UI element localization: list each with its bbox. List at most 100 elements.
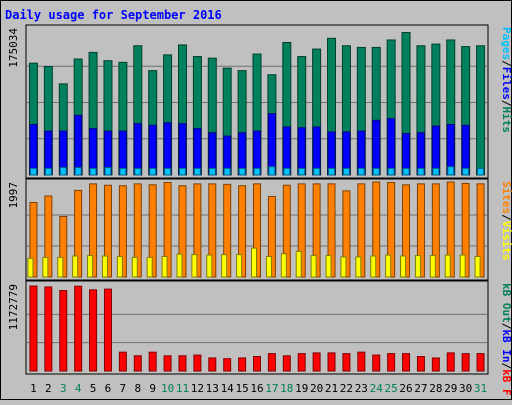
legend-item: kB F bbox=[500, 369, 512, 396]
bar bbox=[265, 256, 272, 278]
bar bbox=[163, 122, 172, 176]
legend-item: / bbox=[500, 323, 512, 330]
x-tick-label: 6 bbox=[105, 382, 112, 395]
bar bbox=[27, 257, 34, 278]
x-tick-label: 11 bbox=[176, 382, 189, 395]
x-tick-label: 17 bbox=[265, 382, 278, 395]
x-tick-label: 29 bbox=[444, 382, 457, 395]
bar bbox=[327, 352, 336, 372]
bar bbox=[74, 114, 83, 176]
x-tick-label: 16 bbox=[250, 382, 263, 395]
legend-item: Pages bbox=[500, 27, 512, 60]
panel-bottom: 1172779 kB Out/kB In/kB F bbox=[7, 280, 512, 396]
legend-item: Hits bbox=[500, 107, 512, 134]
bar bbox=[447, 166, 455, 176]
bar bbox=[402, 167, 410, 176]
bar bbox=[431, 125, 440, 176]
bar bbox=[253, 167, 261, 176]
bar bbox=[131, 256, 138, 278]
x-tick-label: 1 bbox=[30, 382, 37, 395]
bar bbox=[328, 167, 336, 176]
bar bbox=[208, 167, 216, 176]
legend-item: Sites bbox=[500, 181, 512, 214]
x-tick-label: 15 bbox=[235, 382, 248, 395]
x-tick-label: 28 bbox=[429, 382, 442, 395]
bar bbox=[385, 254, 392, 278]
bar bbox=[400, 255, 407, 278]
legend-item: kB Out bbox=[500, 283, 512, 323]
bar bbox=[193, 167, 201, 176]
bar bbox=[267, 353, 276, 372]
bar bbox=[133, 355, 142, 372]
bar bbox=[89, 167, 97, 176]
x-tick-label: 10 bbox=[161, 382, 174, 395]
bar bbox=[355, 256, 362, 278]
series-kb-f bbox=[29, 285, 485, 372]
series-visits bbox=[27, 247, 481, 278]
bar bbox=[282, 355, 291, 372]
bar bbox=[74, 167, 82, 176]
bar bbox=[118, 351, 127, 372]
bar bbox=[372, 167, 380, 176]
bar bbox=[238, 167, 246, 176]
bar bbox=[104, 167, 112, 176]
x-tick-label: 4 bbox=[75, 382, 82, 395]
bar bbox=[387, 353, 396, 372]
bar bbox=[416, 356, 425, 372]
bar bbox=[149, 167, 157, 176]
bar bbox=[429, 255, 436, 278]
bar bbox=[340, 256, 347, 278]
legend-item: / bbox=[500, 214, 512, 221]
x-tick-label: 18 bbox=[280, 382, 293, 395]
bar bbox=[178, 355, 187, 372]
bar bbox=[313, 167, 321, 176]
bar bbox=[134, 167, 142, 176]
bar bbox=[74, 285, 83, 372]
legend-item: Files bbox=[500, 67, 512, 100]
bar bbox=[417, 167, 425, 176]
bar bbox=[297, 353, 306, 372]
bar bbox=[402, 353, 411, 372]
x-tick-label: 23 bbox=[355, 382, 368, 395]
bar bbox=[267, 113, 276, 176]
legend-item: Visits bbox=[500, 221, 512, 261]
bar bbox=[103, 288, 112, 372]
x-tick-label: 27 bbox=[414, 382, 427, 395]
x-tick-label: 20 bbox=[310, 382, 323, 395]
bar bbox=[148, 351, 157, 372]
bar bbox=[59, 290, 68, 372]
bar bbox=[414, 255, 421, 278]
bar bbox=[29, 285, 38, 372]
panel-bottom-max-label: 1172779 bbox=[7, 284, 20, 330]
bar bbox=[251, 247, 257, 278]
x-tick-label: 8 bbox=[134, 382, 141, 395]
bar bbox=[268, 166, 276, 176]
bar bbox=[238, 357, 247, 372]
x-tick-label: 2 bbox=[45, 382, 52, 395]
bar bbox=[163, 355, 172, 372]
bar bbox=[312, 126, 321, 176]
bar bbox=[387, 118, 396, 176]
bar bbox=[148, 124, 157, 176]
bar bbox=[178, 167, 186, 176]
panel-middle-max-label: 1997 bbox=[7, 182, 20, 209]
bar bbox=[474, 256, 481, 278]
bar bbox=[164, 167, 172, 176]
bar bbox=[372, 354, 381, 372]
bar bbox=[342, 167, 350, 176]
series-pages bbox=[29, 166, 485, 176]
bar bbox=[357, 351, 366, 372]
bar bbox=[44, 167, 52, 176]
chart-title: Daily usage for September 2016 bbox=[5, 8, 222, 22]
bar bbox=[223, 358, 232, 372]
bar bbox=[176, 253, 183, 278]
bar bbox=[42, 256, 49, 278]
bar bbox=[208, 357, 217, 372]
bar bbox=[432, 167, 440, 176]
bar bbox=[461, 124, 470, 176]
bar bbox=[310, 255, 317, 278]
bar bbox=[253, 356, 261, 372]
bar bbox=[89, 289, 98, 372]
